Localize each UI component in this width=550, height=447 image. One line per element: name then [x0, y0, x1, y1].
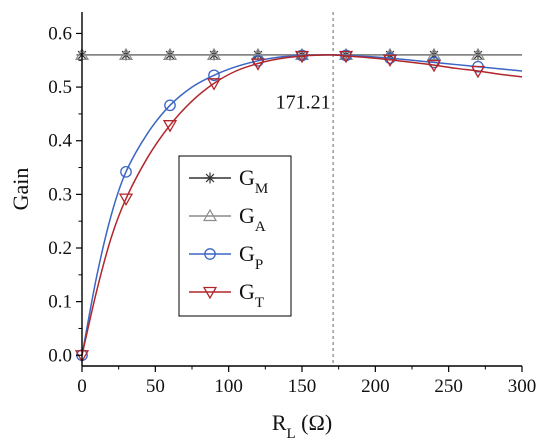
marker-ga-5 [294, 47, 310, 61]
marker-gt-4 [250, 58, 266, 71]
legend-marker [204, 248, 216, 260]
x-tick-label-50: 50 [146, 376, 165, 397]
legend: GM GA GP GT [178, 155, 292, 317]
marker-gt-6 [338, 50, 354, 64]
series-layer [74, 47, 523, 363]
marker-gt-5 [294, 50, 310, 64]
legend-marker [202, 208, 218, 222]
marker-gp-3 [208, 69, 220, 82]
marker-ga-2 [162, 47, 178, 61]
marker-gp-1 [120, 165, 132, 178]
legend-label: GM [239, 165, 268, 197]
legend-label: GT [239, 279, 264, 311]
legend-label: GP [239, 241, 263, 273]
y-tick-label-3: 0.3 [48, 184, 72, 205]
y-tick-label-6: 0.6 [48, 23, 72, 44]
legend-item-gm: GM [189, 165, 268, 197]
marker-ga-6 [338, 47, 354, 61]
legend-item-gp: GP [189, 241, 263, 273]
marker-gt-3 [206, 78, 222, 91]
axes: 0 50 100 150 200 250 300 0.0 0.1 0.2 0.3 0.4 0.5 0.6 R… [8, 12, 536, 442]
marker-ga-8 [426, 47, 442, 61]
y-tick-label-1: 0.1 [48, 292, 72, 313]
legend-item-ga: GA [189, 203, 266, 235]
marker-gt-8 [426, 59, 442, 73]
y-tick-label-5: 0.5 [48, 77, 72, 98]
y-tick-label-4: 0.4 [48, 131, 72, 152]
marker-gp-2 [164, 99, 176, 112]
x-tick-label-300: 300 [508, 376, 537, 397]
marker-gt-2 [162, 120, 178, 133]
optimal-load-line: 171.21 [276, 12, 334, 366]
x-tick-label-150: 150 [288, 376, 317, 397]
y-tick-label-2: 0.2 [48, 238, 72, 259]
marker-gt-9 [470, 65, 486, 79]
x-tick-label-250: 250 [434, 376, 463, 397]
marker-ga-1 [118, 47, 134, 61]
marker-ga-9 [470, 47, 486, 61]
legend-item-gt: GT [189, 279, 264, 311]
x-tick-label-100: 100 [214, 376, 243, 397]
legend-box [178, 155, 292, 317]
marker-gp-7 [384, 52, 396, 64]
legend-label: GA [239, 203, 266, 235]
legend-marker [202, 286, 218, 300]
x-axis-label: RL (Ω) [272, 410, 332, 442]
legend-marker [204, 172, 216, 184]
x-tick-label-0: 0 [77, 376, 87, 397]
y-axis-label: Gain [8, 168, 33, 211]
marker-ga-3 [206, 47, 222, 61]
x-tick-label-200: 200 [361, 376, 390, 397]
y-tick-label-0: 0.0 [48, 345, 72, 366]
marker-gt-1 [118, 193, 134, 206]
vline-label: 171.21 [276, 92, 331, 114]
series-line-gt [81, 54, 523, 356]
marker-gt-7 [382, 54, 398, 68]
